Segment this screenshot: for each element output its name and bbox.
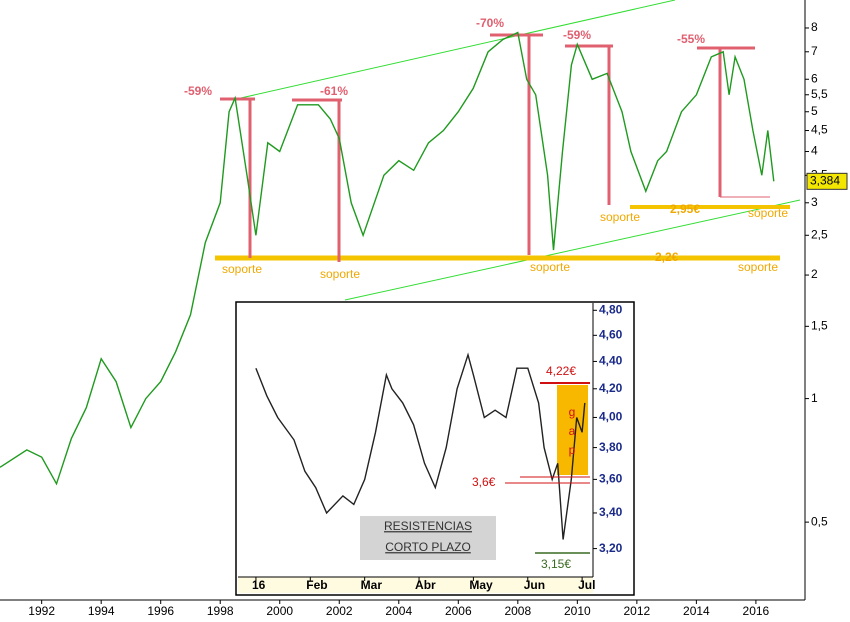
x-tick-label: 2012 bbox=[624, 604, 651, 618]
annotation: soporte bbox=[222, 262, 262, 276]
y-tick-label: 4,60 bbox=[599, 327, 623, 341]
annotation: 2,2€ bbox=[655, 250, 679, 264]
x-tick-label: 2016 bbox=[743, 604, 770, 618]
x-tick-label: May bbox=[469, 578, 493, 592]
x-tick-label: Mar bbox=[361, 578, 383, 592]
x-tick-label: 2010 bbox=[564, 604, 591, 618]
y-tick-label: 4,80 bbox=[599, 302, 623, 316]
x-tick-label: 2004 bbox=[385, 604, 412, 618]
annotation: 3,6€ bbox=[472, 475, 496, 489]
y-tick-label: 0,5 bbox=[811, 514, 828, 528]
annotation: RESISTENCIAS bbox=[384, 519, 472, 533]
y-tick-label: 1 bbox=[811, 391, 818, 405]
y-tick-label: 3 bbox=[811, 195, 818, 209]
x-tick-label: 2014 bbox=[683, 604, 710, 618]
annotation: -59% bbox=[563, 28, 591, 42]
x-tick-label: 2000 bbox=[266, 604, 293, 618]
inset-month-bar bbox=[238, 577, 593, 593]
annotation: a bbox=[569, 424, 576, 438]
y-tick-label: 3,20 bbox=[599, 541, 623, 555]
x-tick-label: 2002 bbox=[326, 604, 353, 618]
y-tick-label: 7 bbox=[811, 44, 818, 58]
label-box bbox=[360, 516, 496, 560]
y-tick-label: 3,60 bbox=[599, 472, 623, 486]
x-tick-label: 1996 bbox=[147, 604, 174, 618]
x-tick-label: 1998 bbox=[207, 604, 234, 618]
annotation: g bbox=[569, 405, 576, 419]
y-tick-label: 2 bbox=[811, 267, 818, 281]
x-tick-label: 1992 bbox=[28, 604, 55, 618]
price-line bbox=[0, 31, 775, 486]
x-tick-label: Feb bbox=[306, 578, 327, 592]
y-tick-label: 8 bbox=[811, 20, 818, 34]
annotation: -70% bbox=[476, 16, 504, 30]
y-tick-label: 3,80 bbox=[599, 440, 623, 454]
annotation: soporte bbox=[748, 206, 788, 220]
annotation: soporte bbox=[738, 260, 778, 274]
y-tick-label: 4,40 bbox=[599, 354, 623, 368]
annotation: soporte bbox=[530, 260, 570, 274]
y-tick-label: 1,5 bbox=[811, 318, 828, 332]
x-tick-label: 16 bbox=[252, 578, 266, 592]
trend-line bbox=[231, 0, 676, 101]
y-tick-label: 4,20 bbox=[599, 381, 623, 395]
annotation: -55% bbox=[677, 32, 705, 46]
drawdown-lines bbox=[220, 33, 755, 262]
y-tick-label: 3,40 bbox=[599, 505, 623, 519]
last-price-label: 3,384 bbox=[810, 173, 840, 187]
x-tick-label: Jul bbox=[578, 578, 595, 592]
trend-line bbox=[344, 199, 801, 301]
y-tick-label: 5,5 bbox=[811, 87, 828, 101]
annotation: 4,22€ bbox=[546, 364, 576, 378]
x-tick-label: Jun bbox=[524, 578, 545, 592]
annotation: soporte bbox=[600, 210, 640, 224]
x-tick-label: 1994 bbox=[88, 604, 115, 618]
y-tick-label: 4 bbox=[811, 144, 818, 158]
annotation: -61% bbox=[320, 84, 348, 98]
y-tick-label: 4,00 bbox=[599, 410, 623, 424]
x-tick-label: 2006 bbox=[445, 604, 472, 618]
annotation: 2,95€ bbox=[670, 202, 700, 216]
annotation: 3,15€ bbox=[541, 557, 571, 571]
x-tick-label: Abr bbox=[415, 578, 436, 592]
price-line bbox=[255, 352, 586, 540]
y-tick-label: 2,5 bbox=[811, 227, 828, 241]
annotation: p bbox=[569, 443, 576, 457]
x-tick-label: 2008 bbox=[504, 604, 531, 618]
annotation: CORTO PLAZO bbox=[385, 540, 471, 554]
annotation: -59% bbox=[184, 84, 212, 98]
y-tick-label: 6 bbox=[811, 71, 818, 85]
annotation: soporte bbox=[320, 267, 360, 281]
last-price-box bbox=[806, 172, 848, 190]
y-tick-label: 5 bbox=[811, 104, 818, 118]
y-tick-label: 4,5 bbox=[811, 123, 828, 137]
